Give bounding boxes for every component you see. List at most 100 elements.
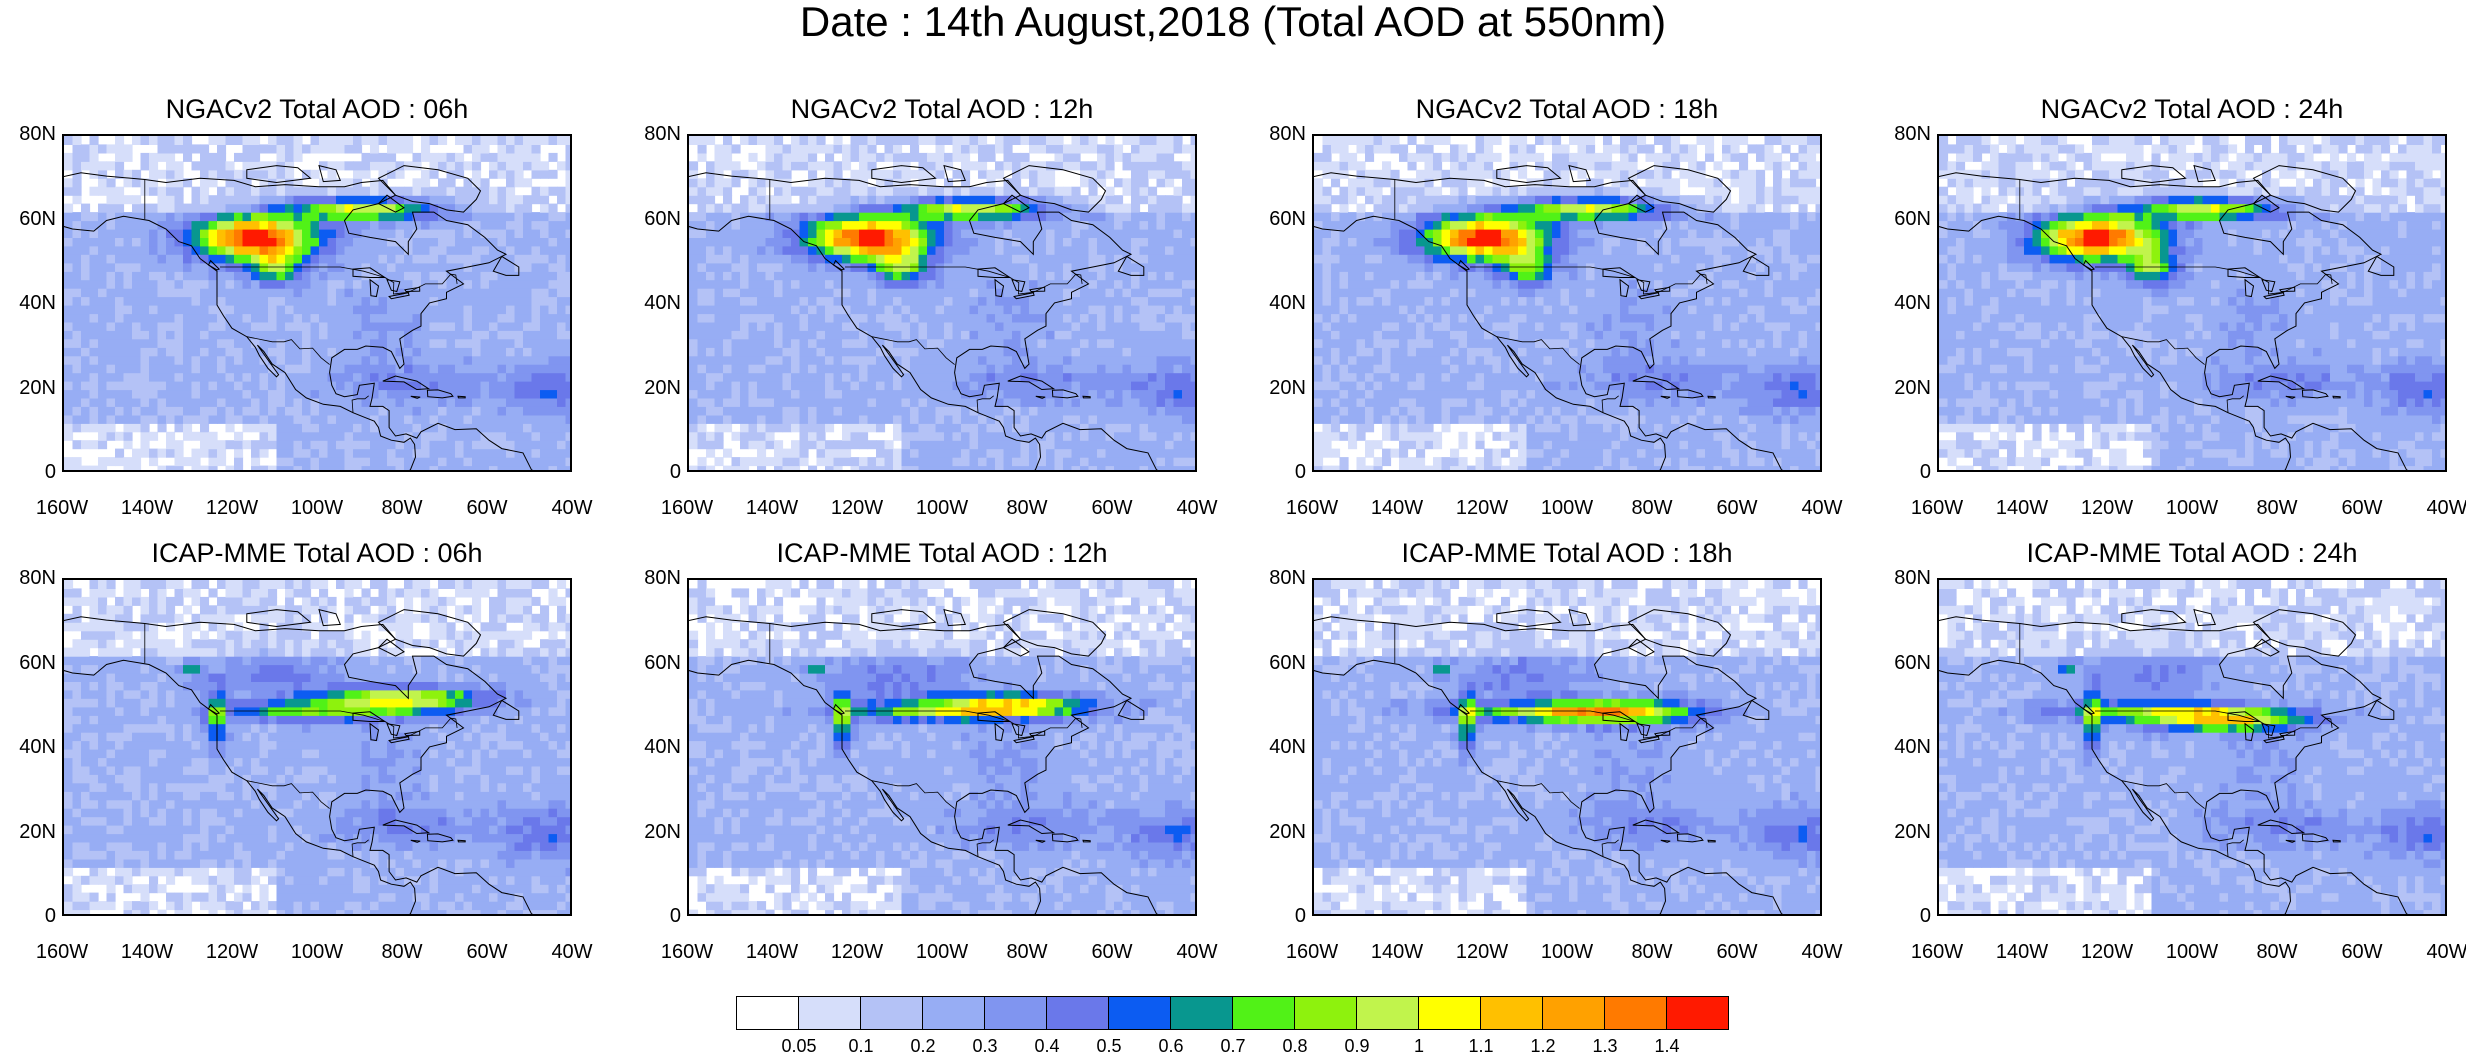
lon-tick-label: 40W	[537, 498, 607, 518]
colorbar-label: 0.9	[1332, 1036, 1382, 1057]
lon-tick-label: 80W	[1617, 498, 1687, 518]
panel-title: NGACv2 Total AOD : 24h	[1897, 94, 2466, 124]
colorbar-box	[984, 996, 1048, 1030]
colorbar	[737, 996, 1729, 1030]
panel-title: ICAP-MME Total AOD : 24h	[1897, 538, 2466, 568]
lat-tick-label: 0	[1260, 906, 1306, 926]
lon-tick-label: 160W	[27, 498, 97, 518]
map-panel-ngacv2-24h	[1937, 134, 2447, 472]
aod-field-map	[64, 136, 572, 472]
lat-tick-label: 60N	[1885, 209, 1931, 229]
lon-tick-label: 100W	[1532, 498, 1602, 518]
lon-tick-label: 120W	[1447, 942, 1517, 962]
lon-tick-label: 140W	[737, 498, 807, 518]
lon-tick-label: 160W	[1902, 498, 1972, 518]
colorbar-box	[860, 996, 924, 1030]
colorbar-label: 1.1	[1456, 1036, 1506, 1057]
lon-tick-label: 160W	[652, 498, 722, 518]
lon-tick-label: 120W	[2072, 942, 2142, 962]
lat-tick-label: 40N	[635, 293, 681, 313]
lon-tick-label: 60W	[1077, 498, 1147, 518]
lon-tick-label: 140W	[1362, 498, 1432, 518]
lon-tick-label: 60W	[1077, 942, 1147, 962]
lat-tick-label: 0	[1885, 462, 1931, 482]
lon-tick-label: 140W	[1362, 942, 1432, 962]
lat-tick-label: 80N	[1260, 124, 1306, 144]
lon-tick-label: 140W	[737, 942, 807, 962]
colorbar-label: 1.2	[1518, 1036, 1568, 1057]
lat-tick-label: 80N	[1885, 568, 1931, 588]
colorbar-box	[1046, 996, 1110, 1030]
lon-tick-label: 100W	[2157, 498, 2227, 518]
lon-tick-label: 120W	[197, 942, 267, 962]
colorbar-box	[1418, 996, 1482, 1030]
lat-tick-label: 20N	[1260, 822, 1306, 842]
colorbar-label: 0.8	[1270, 1036, 1320, 1057]
colorbar-box	[1666, 996, 1730, 1030]
lon-tick-label: 80W	[2242, 498, 2312, 518]
lat-tick-label: 20N	[635, 378, 681, 398]
map-panel-icap-mme-06h	[62, 578, 572, 916]
lon-tick-label: 40W	[1787, 498, 1857, 518]
lon-tick-label: 140W	[1987, 942, 2057, 962]
lat-tick-label: 60N	[10, 653, 56, 673]
colorbar-box	[1480, 996, 1544, 1030]
lat-tick-label: 0	[10, 906, 56, 926]
lat-tick-label: 60N	[1260, 209, 1306, 229]
lon-tick-label: 80W	[1617, 942, 1687, 962]
panel-title: NGACv2 Total AOD : 12h	[647, 94, 1237, 124]
colorbar-label: 0.2	[898, 1036, 948, 1057]
lat-tick-label: 20N	[10, 378, 56, 398]
map-panel-ngacv2-12h	[687, 134, 1197, 472]
aod-field-map	[1939, 580, 2447, 916]
map-panel-ngacv2-06h	[62, 134, 572, 472]
lat-tick-label: 60N	[1260, 653, 1306, 673]
lon-tick-label: 60W	[452, 498, 522, 518]
lon-tick-label: 120W	[822, 498, 892, 518]
panel-title: NGACv2 Total AOD : 18h	[1272, 94, 1862, 124]
lon-tick-label: 80W	[2242, 942, 2312, 962]
lon-tick-label: 60W	[452, 942, 522, 962]
map-panel-icap-mme-24h	[1937, 578, 2447, 916]
colorbar-label: 1.4	[1642, 1036, 1692, 1057]
lat-tick-label: 60N	[635, 209, 681, 229]
aod-field-map	[1314, 580, 1822, 916]
lon-tick-label: 40W	[537, 942, 607, 962]
lon-tick-label: 100W	[907, 498, 977, 518]
map-panel-icap-mme-18h	[1312, 578, 1822, 916]
lon-tick-label: 80W	[992, 942, 1062, 962]
colorbar-box	[1542, 996, 1606, 1030]
lon-tick-label: 120W	[1447, 498, 1517, 518]
lon-tick-label: 160W	[652, 942, 722, 962]
colorbar-label: 0.1	[836, 1036, 886, 1057]
map-panel-icap-mme-12h	[687, 578, 1197, 916]
lat-tick-label: 40N	[10, 293, 56, 313]
lat-tick-label: 0	[635, 462, 681, 482]
colorbar-label: 0.5	[1084, 1036, 1134, 1057]
lon-tick-label: 100W	[907, 942, 977, 962]
lat-tick-label: 20N	[10, 822, 56, 842]
lon-tick-label: 120W	[2072, 498, 2142, 518]
lon-tick-label: 40W	[1162, 498, 1232, 518]
lat-tick-label: 60N	[635, 653, 681, 673]
lat-tick-label: 40N	[1260, 737, 1306, 757]
lon-tick-label: 140W	[1987, 498, 2057, 518]
colorbar-label: 0.7	[1208, 1036, 1258, 1057]
lon-tick-label: 40W	[2412, 498, 2466, 518]
aod-field-map	[64, 580, 572, 916]
lon-tick-label: 80W	[367, 942, 437, 962]
lon-tick-label: 60W	[2327, 942, 2397, 962]
lon-tick-label: 40W	[2412, 942, 2466, 962]
panel-title: ICAP-MME Total AOD : 18h	[1272, 538, 1862, 568]
lat-tick-label: 40N	[1885, 293, 1931, 313]
lon-tick-label: 160W	[1902, 942, 1972, 962]
lat-tick-label: 20N	[635, 822, 681, 842]
lon-tick-label: 80W	[992, 498, 1062, 518]
panel-title: ICAP-MME Total AOD : 12h	[647, 538, 1237, 568]
lon-tick-label: 60W	[1702, 498, 1772, 518]
colorbar-box	[1170, 996, 1234, 1030]
colorbar-box	[798, 996, 862, 1030]
lon-tick-label: 40W	[1787, 942, 1857, 962]
lat-tick-label: 40N	[1885, 737, 1931, 757]
lon-tick-label: 100W	[282, 942, 352, 962]
